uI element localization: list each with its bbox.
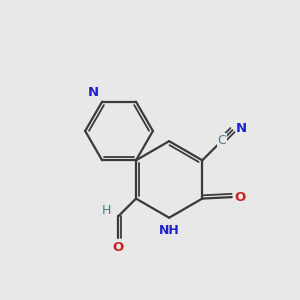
Text: N: N [236, 122, 247, 135]
Text: O: O [234, 190, 245, 204]
Text: H: H [102, 205, 111, 218]
Text: C: C [218, 134, 226, 147]
Text: N: N [88, 86, 99, 99]
Text: NH: NH [159, 224, 180, 237]
Text: O: O [113, 241, 124, 254]
